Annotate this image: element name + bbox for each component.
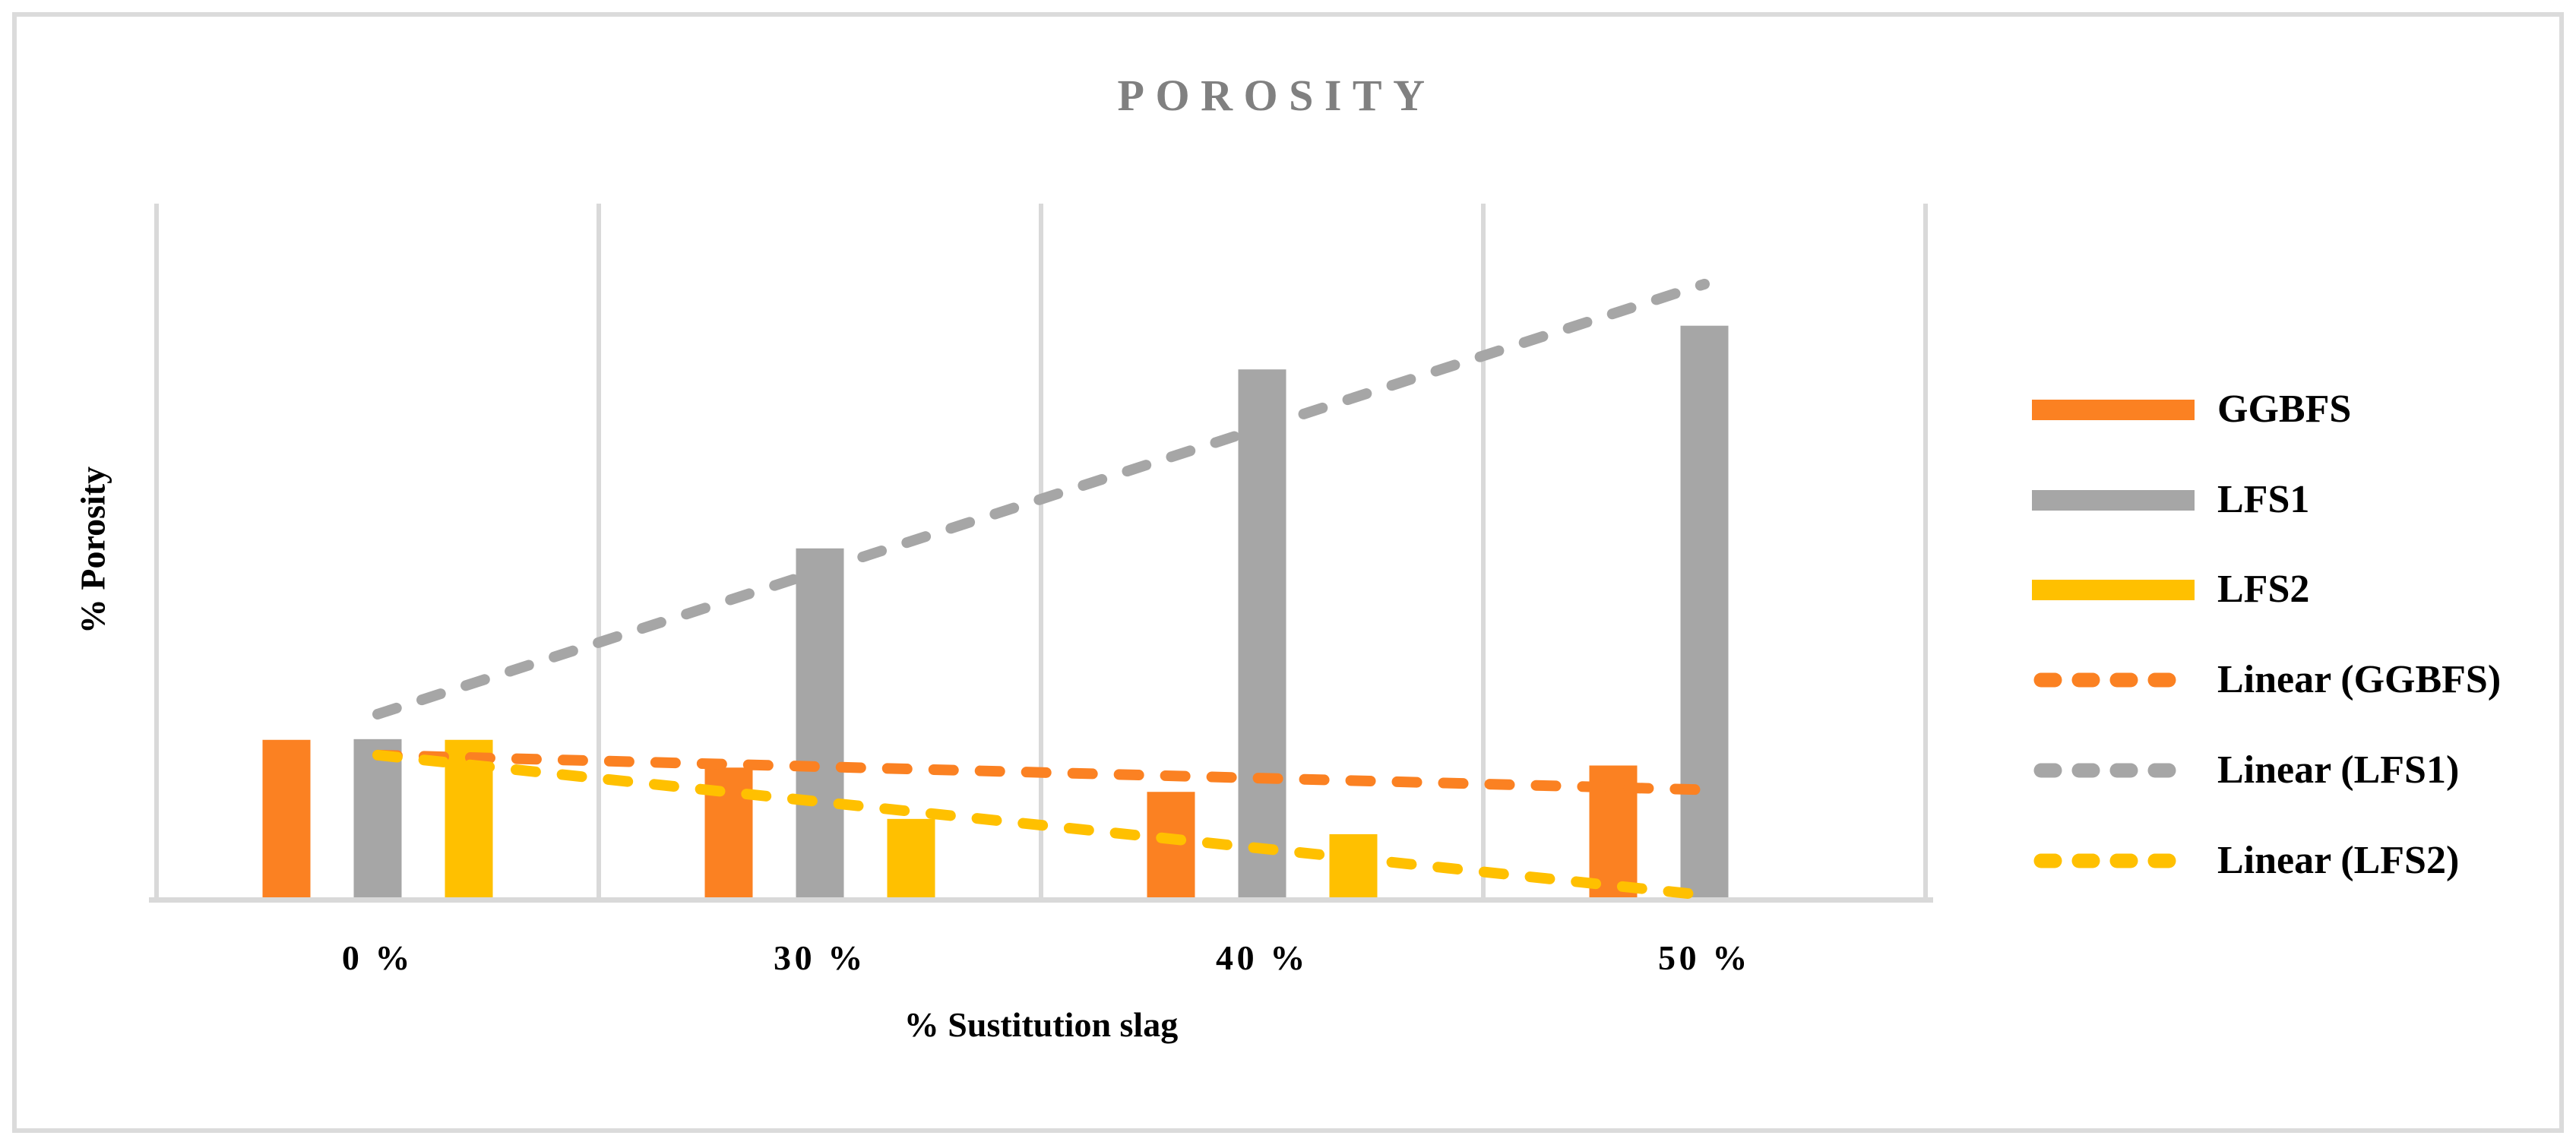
- bar-lfs1-cat1: [796, 548, 844, 897]
- x-axis-title: % Sustitution slag: [903, 1005, 1179, 1044]
- bar-lfs1-cat2: [1238, 369, 1286, 897]
- chart-title: POROSITY: [1117, 71, 1436, 120]
- figure-border: [12, 12, 2564, 1133]
- trendline-linear-lfs1-: [372, 278, 1710, 720]
- x-tick-label: 40 %: [1216, 938, 1309, 977]
- bar-lfs1-cat3: [1680, 325, 1729, 897]
- trendline-linear-ggbfs-: [372, 749, 1710, 795]
- bar-lfs1-cat0: [353, 739, 402, 897]
- x-tick-label: 50 %: [1658, 938, 1751, 977]
- bar-ggbfs-cat2: [1147, 792, 1195, 897]
- x-tick-label: 30 %: [774, 938, 866, 977]
- bar-lfs2-cat2: [1329, 833, 1378, 897]
- x-tick-label: 0 %: [342, 938, 413, 977]
- bar-lfs2-cat1: [887, 818, 935, 897]
- trendline-linear-lfs2-: [372, 749, 1710, 901]
- bar-ggbfs-cat0: [262, 739, 311, 897]
